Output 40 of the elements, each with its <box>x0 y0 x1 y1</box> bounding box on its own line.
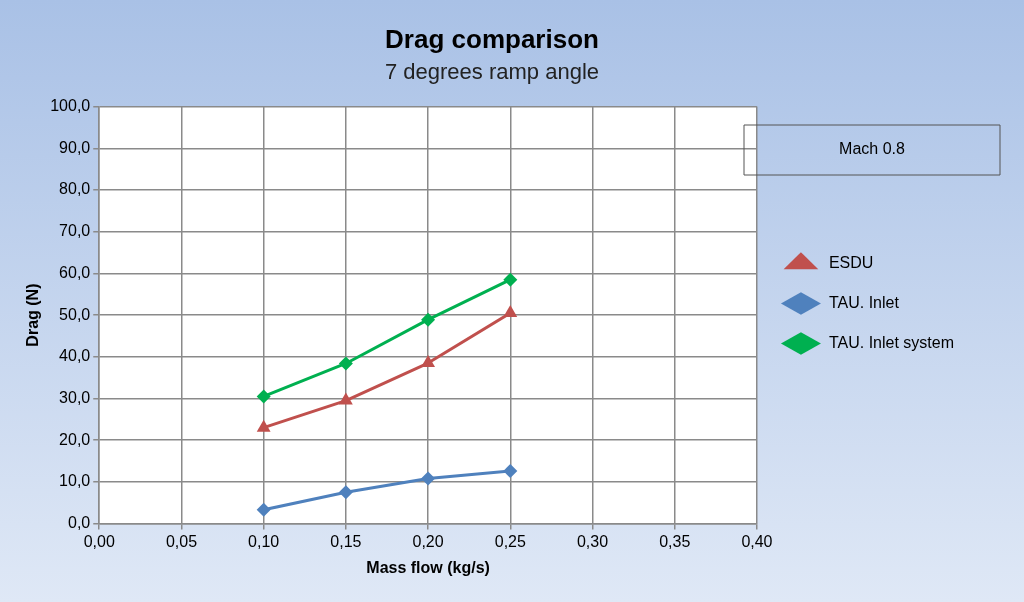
y-tick-label: 30,0 <box>59 388 91 406</box>
x-tick-label: 0,20 <box>412 532 444 550</box>
y-tick-label: 90,0 <box>59 138 91 156</box>
y-tick-label: 50,0 <box>59 305 91 323</box>
y-tick-label: 70,0 <box>59 222 91 240</box>
x-tick-label: 0,10 <box>248 532 280 550</box>
x-tick-label: 0,40 <box>741 532 773 550</box>
point <box>338 356 353 371</box>
x-tick-label: 0,30 <box>576 532 609 550</box>
legend-label: TAU. Inlet <box>828 293 900 311</box>
point <box>338 485 353 500</box>
y-tick-label: 10,0 <box>59 472 91 490</box>
chart-subtitle: 7 degrees ramp angle <box>384 59 600 85</box>
legend-label: ESDU <box>828 253 874 271</box>
point <box>256 502 271 517</box>
chart-title: Drag comparison <box>385 23 599 54</box>
point <box>256 389 271 404</box>
y-tick-label: 40,0 <box>59 347 91 365</box>
x-tick-label: 0,05 <box>165 532 198 550</box>
text: Mach 0.8 <box>839 140 906 158</box>
point <box>421 355 436 368</box>
point <box>503 464 518 479</box>
x-axis-title: Mass flow (kg/s) <box>366 558 490 576</box>
point <box>503 305 518 318</box>
x-tick-label: 0,15 <box>330 532 362 550</box>
point <box>256 419 271 432</box>
y-tick-label: 60,0 <box>59 263 91 281</box>
y-axis-title: Drag (N) <box>24 283 42 347</box>
point <box>421 471 436 486</box>
x-tick-label: 0,35 <box>659 532 691 550</box>
point <box>421 312 436 327</box>
y-tick-label: 80,0 <box>59 180 91 198</box>
x-tick-label: 0,00 <box>83 532 115 550</box>
y-tick-label: 0,0 <box>67 514 91 532</box>
y-tick-label: 100,0 <box>50 97 91 115</box>
point <box>338 392 353 405</box>
y-tick-label: 20,0 <box>59 430 91 448</box>
legend-label: TAU. Inlet system <box>828 333 954 351</box>
point <box>503 272 518 287</box>
x-tick-label: 0,25 <box>494 532 526 550</box>
